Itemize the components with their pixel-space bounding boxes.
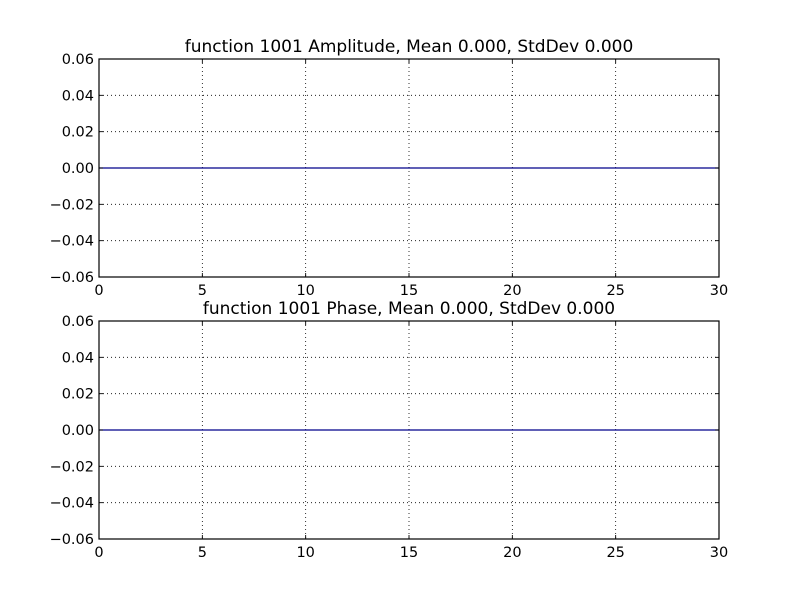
y-tick-label: 0.02 [62, 387, 94, 403]
x-tick-label: 10 [296, 283, 314, 299]
x-tick-label: 15 [400, 283, 418, 299]
x-tick-label: 0 [94, 545, 103, 561]
y-tick-label: 0.04 [62, 88, 94, 104]
y-tick-label: 0.04 [62, 350, 94, 366]
y-tick-label: −0.02 [50, 197, 94, 213]
x-tick-label: 10 [296, 545, 314, 561]
y-tick-label: 0.06 [62, 52, 94, 68]
y-ticks: 0.06 0.04 0.02 0.00 −0.02 −0.04 −0.06 [50, 314, 719, 548]
x-tick-label: 20 [503, 545, 521, 561]
chart-title: function 1001 Phase, Mean 0.000, StdDev … [203, 299, 615, 319]
chart-title: function 1001 Amplitude, Mean 0.000, Std… [185, 37, 634, 57]
y-tick-label: −0.06 [50, 270, 94, 286]
x-ticks: 0 5 10 15 20 25 30 [94, 321, 728, 561]
x-tick-label: 5 [198, 283, 207, 299]
phase-subplot: function 1001 Phase, Mean 0.000, StdDev … [50, 299, 729, 561]
x-ticks: 0 5 10 15 20 25 30 [94, 59, 728, 299]
y-tick-label: 0.06 [62, 314, 94, 330]
y-ticks: 0.06 0.04 0.02 0.00 −0.02 −0.04 −0.06 [50, 52, 719, 286]
x-tick-label: 30 [710, 283, 728, 299]
y-tick-label: −0.06 [50, 532, 94, 548]
x-tick-label: 5 [198, 545, 207, 561]
y-tick-label: 0.00 [62, 423, 94, 439]
x-tick-label: 0 [94, 283, 103, 299]
x-tick-label: 25 [606, 283, 624, 299]
x-tick-label: 25 [606, 545, 624, 561]
x-tick-label: 15 [400, 545, 418, 561]
y-tick-label: −0.04 [50, 496, 94, 512]
amplitude-subplot: function 1001 Amplitude, Mean 0.000, Std… [50, 37, 729, 299]
y-tick-label: 0.02 [62, 125, 94, 141]
y-tick-label: 0.00 [62, 161, 94, 177]
x-tick-label: 30 [710, 545, 728, 561]
y-tick-label: −0.02 [50, 459, 94, 475]
x-tick-label: 20 [503, 283, 521, 299]
y-tick-label: −0.04 [50, 234, 94, 250]
